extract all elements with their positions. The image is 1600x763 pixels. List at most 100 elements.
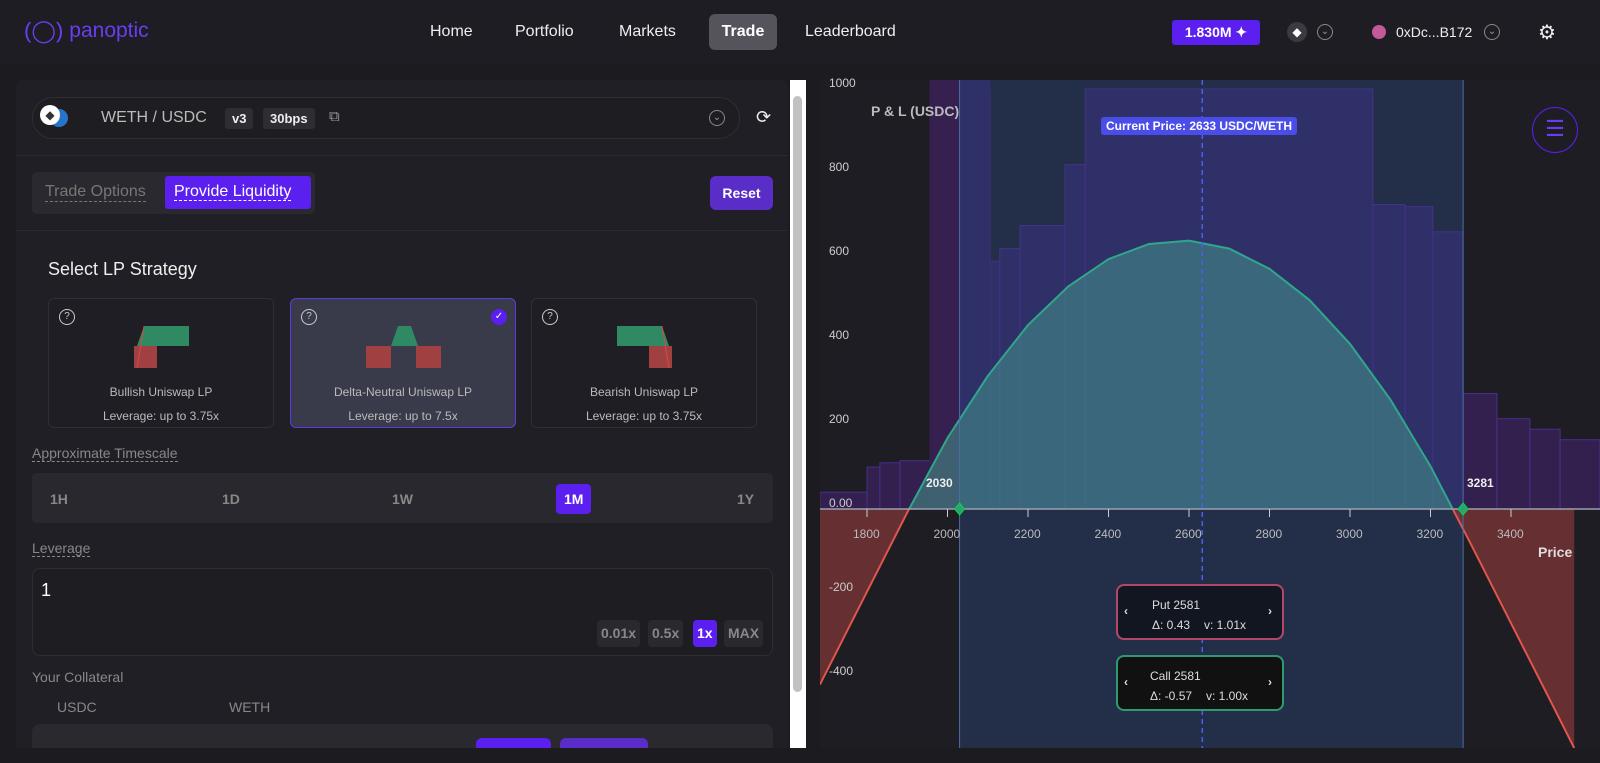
tab-provide-liquidity[interactable]: Provide Liquidity <box>165 176 311 209</box>
collateral-button[interactable] <box>476 738 551 748</box>
liquidity-bar <box>1496 418 1531 510</box>
prev-arrow-icon[interactable]: ‹ <box>1124 675 1128 689</box>
liquidity-bar <box>1462 393 1498 510</box>
ethereum-network-icon[interactable]: ◆ <box>1287 22 1307 42</box>
x-tick-label: 2400 <box>1094 527 1122 541</box>
loss-area <box>820 509 1575 748</box>
divider <box>16 155 788 156</box>
help-icon[interactable]: ? <box>59 309 75 325</box>
collateral-token-weth: WETH <box>229 699 271 715</box>
leverage-value[interactable]: 1 <box>41 580 52 600</box>
range-handle <box>1457 502 1469 516</box>
current-price-label: Current Price: 2633 USDC/WETH <box>1101 117 1298 135</box>
x-axis-label: Price <box>1538 544 1573 560</box>
y-tick-label: 1000 <box>829 76 856 90</box>
leverage-label: Leverage <box>32 540 91 557</box>
strategy-payoff-icon <box>366 326 441 368</box>
call-tooltip: ‹ Call 2581 Δ: -0.57 v: 1.00x › <box>1116 655 1284 711</box>
timescale-1Y[interactable]: 1Y <box>737 491 755 507</box>
range-low-label: 2030 <box>926 476 953 490</box>
timescale-1H[interactable]: 1H <box>50 491 68 507</box>
nav-trade[interactable]: Trade <box>709 14 777 50</box>
y-axis-label: P & L (USDC) <box>871 103 960 119</box>
nav-markets[interactable]: Markets <box>619 23 676 40</box>
x-tick-label: 3000 <box>1336 527 1363 541</box>
leverage-preset[interactable]: 1x <box>693 620 717 647</box>
wallet-address[interactable]: 0xDc...B172 <box>1396 24 1473 40</box>
prev-arrow-icon[interactable]: ‹ <box>1124 604 1128 618</box>
strategy-leverage: Leverage: up to 3.75x <box>585 409 703 423</box>
strategy-name: Delta-Neutral Uniswap LP <box>333 385 473 399</box>
leverage-preset[interactable]: 0.01x <box>597 620 641 647</box>
timescale-1W[interactable]: 1W <box>392 491 413 507</box>
strategy-card-bull[interactable]: ? Bullish Uniswap LP Leverage: up to 3.7… <box>48 298 274 428</box>
fee-tag: 30bps <box>263 108 315 129</box>
strategy-card-neutral[interactable]: ? ✓ Delta-Neutral Uniswap LP Leverage: u… <box>290 298 516 428</box>
timescale-1M[interactable]: 1M <box>556 484 592 514</box>
version-tag: v3 <box>225 108 254 129</box>
avatar <box>1372 25 1386 39</box>
x-tick-label: 2000 <box>933 527 961 541</box>
help-icon[interactable]: ? <box>301 309 317 325</box>
help-icon[interactable]: ? <box>542 309 558 325</box>
put-tooltip: ‹ Put 2581 Δ: 0.43 v: 1.01x › <box>1116 584 1284 640</box>
reset-button[interactable]: Reset <box>710 176 773 210</box>
profit-area <box>820 240 1575 509</box>
collateral-inputs[interactable] <box>32 724 773 748</box>
nav-portfolio[interactable]: Portfolio <box>515 23 574 40</box>
x-tick-label: 1800 <box>853 527 880 541</box>
leverage-preset[interactable]: MAX <box>724 620 764 647</box>
wallet-chevron-icon[interactable]: ⌄ <box>1484 24 1500 40</box>
next-arrow-icon[interactable]: › <box>1268 604 1272 618</box>
chevron-down-icon[interactable]: ⌄ <box>1317 24 1333 40</box>
scrollbar-thumb[interactable] <box>793 96 802 692</box>
top-bar: (◯) panoptic Home Portfolio Markets Trade… <box>0 0 1600 64</box>
nav-leaderboard[interactable]: Leaderboard <box>805 23 896 40</box>
logo-icon: (◯) <box>24 18 64 43</box>
tooltip-vega: v: 1.01x <box>1204 618 1247 632</box>
menu-icon[interactable]: ☰ <box>1532 107 1578 153</box>
next-arrow-icon[interactable]: › <box>1268 675 1272 689</box>
strategy-card-bear[interactable]: ? Bearish Uniswap LP Leverage: up to 3.7… <box>531 298 757 428</box>
external-link-icon[interactable]: ⧉ <box>329 108 340 125</box>
gear-icon[interactable]: ⚙ <box>1538 22 1556 44</box>
strategy-payoff-icon <box>617 325 672 369</box>
logo[interactable]: (◯) panoptic <box>24 18 149 43</box>
strategy-name: Bullish Uniswap LP <box>109 385 213 399</box>
tab-trade-options[interactable]: Trade Options <box>45 183 146 202</box>
liquidity-bar <box>1432 231 1464 510</box>
tooltip-delta: Δ: -0.57 <box>1150 689 1193 703</box>
check-icon: ✓ <box>491 309 507 325</box>
x-tick-label: 2800 <box>1255 527 1283 541</box>
timescale-1D[interactable]: 1D <box>222 491 240 507</box>
pair-name: WETH / USDC <box>101 109 207 126</box>
strategy-title: Select LP Strategy <box>48 259 197 279</box>
y-tick-label: 0.00 <box>829 496 853 510</box>
refresh-icon[interactable]: ⟳ <box>756 107 772 127</box>
timescale-selector <box>32 473 773 523</box>
pool-selector[interactable] <box>32 97 740 139</box>
x-tick-label: 2200 <box>1014 527 1041 541</box>
leverage-preset[interactable]: 0.5x <box>648 620 684 647</box>
sparkle-icon: ✦ <box>1235 24 1248 40</box>
pool-chevron-icon[interactable]: ⌄ <box>709 110 725 126</box>
x-tick-label: 3200 <box>1416 527 1444 541</box>
tooltip-vega: v: 1.00x <box>1206 689 1249 703</box>
collateral-token-usdc: USDC <box>57 699 97 715</box>
range-handle <box>953 502 966 516</box>
y-tick-label: 600 <box>829 244 850 258</box>
strategy-leverage: Leverage: up to 3.75x <box>102 409 220 423</box>
nav-home[interactable]: Home <box>430 23 473 40</box>
liquidity-bar <box>866 466 881 510</box>
points-badge[interactable]: 1.830M ✦ <box>1172 20 1260 45</box>
strategy-payoff-icon <box>134 325 189 369</box>
y-tick-label: 400 <box>829 328 850 342</box>
range-high-label: 3281 <box>1467 476 1494 490</box>
collateral-button[interactable] <box>560 738 648 748</box>
token-pair-icon: ◆ <box>38 101 72 131</box>
tooltip-delta: Δ: 0.43 <box>1152 618 1191 632</box>
pnl-chart[interactable] <box>820 80 1600 748</box>
divider <box>16 230 788 231</box>
strategy-leverage: Leverage: up to 7.5x <box>348 409 458 423</box>
liquidity-bar <box>879 462 901 510</box>
